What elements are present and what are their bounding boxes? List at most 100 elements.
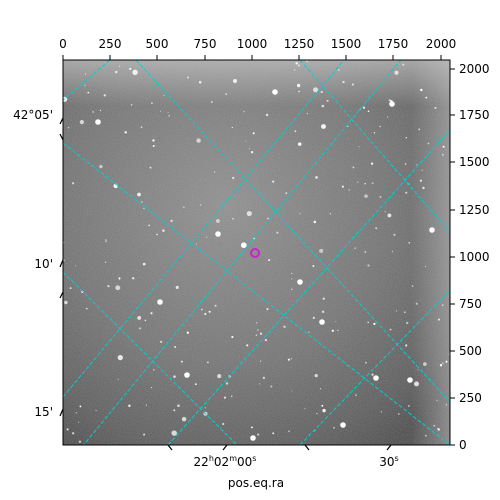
- star: [225, 382, 229, 385]
- star: [159, 340, 163, 344]
- star: [79, 120, 84, 125]
- star: [173, 375, 176, 378]
- ra-label-h: h: [209, 454, 214, 463]
- star: [183, 206, 185, 209]
- star: [246, 344, 249, 347]
- star: [266, 308, 269, 311]
- star: [272, 432, 275, 435]
- star: [285, 192, 288, 194]
- star: [132, 277, 135, 280]
- ra-label-s: s: [252, 454, 256, 463]
- star: [297, 279, 303, 285]
- ra-label: 30s: [379, 454, 398, 469]
- star: [404, 311, 406, 313]
- star: [225, 93, 228, 95]
- star: [304, 408, 306, 410]
- star: [407, 377, 413, 383]
- star: [312, 265, 315, 268]
- star: [295, 62, 298, 65]
- star: [204, 312, 207, 316]
- star: [95, 119, 101, 125]
- star: [297, 142, 302, 146]
- right-tick-label: 1500: [459, 155, 490, 169]
- star: [107, 284, 110, 288]
- star: [63, 96, 68, 102]
- star: [74, 265, 77, 267]
- top-tick-label: 1750: [378, 37, 409, 51]
- star: [231, 126, 233, 129]
- star: [137, 192, 141, 197]
- left-dec-axis: 42°05' 10' 15': [13, 108, 64, 419]
- star: [265, 113, 269, 117]
- star: [186, 331, 189, 334]
- star: [321, 404, 324, 407]
- star: [268, 259, 271, 262]
- star: [420, 88, 423, 92]
- star: [170, 219, 173, 223]
- star: [375, 227, 378, 230]
- star: [407, 404, 410, 407]
- star: [171, 430, 177, 436]
- star: [364, 182, 367, 185]
- star: [150, 312, 153, 315]
- star: [329, 213, 332, 215]
- plot-frame: [62, 59, 451, 446]
- star: [297, 64, 300, 67]
- star: [124, 131, 127, 134]
- star: [358, 146, 360, 148]
- ra-label: 22h02m00s: [194, 454, 257, 469]
- star: [69, 287, 72, 290]
- star: [337, 329, 339, 332]
- star: [143, 207, 145, 210]
- star: [319, 248, 324, 253]
- star: [359, 108, 361, 110]
- star: [208, 310, 211, 313]
- star: [434, 106, 437, 109]
- star: [335, 320, 337, 323]
- star: [184, 372, 190, 378]
- right-tick-label: 500: [459, 344, 482, 358]
- star: [206, 236, 208, 238]
- star: [252, 132, 255, 135]
- star: [299, 213, 301, 215]
- star: [421, 169, 423, 171]
- right-tick-label: 750: [459, 297, 482, 311]
- star: [424, 265, 427, 267]
- star: [257, 329, 259, 331]
- star: [437, 318, 440, 321]
- top-tick-label: 1500: [331, 37, 362, 51]
- star: [322, 297, 325, 300]
- star: [373, 322, 376, 326]
- star: [321, 124, 326, 129]
- ra-label-m: m: [229, 454, 237, 463]
- star: [78, 440, 82, 443]
- star: [119, 65, 121, 67]
- star: [160, 110, 161, 112]
- star: [402, 63, 405, 66]
- bottom-ra-axis: 22h02m00s 30s: [167, 444, 399, 469]
- star: [149, 166, 152, 169]
- star: [130, 104, 133, 106]
- star: [162, 229, 165, 232]
- star: [367, 321, 370, 324]
- star: [223, 396, 227, 399]
- star: [437, 427, 439, 430]
- star: [248, 148, 250, 150]
- star: [326, 99, 329, 102]
- star: [177, 404, 180, 407]
- star: [206, 361, 209, 364]
- star: [144, 319, 147, 322]
- star: [393, 233, 396, 236]
- star: [75, 412, 78, 414]
- star: [320, 90, 323, 94]
- star: [379, 125, 381, 128]
- star: [418, 128, 421, 131]
- star: [115, 285, 121, 291]
- star-field: [63, 60, 450, 443]
- star: [186, 76, 189, 79]
- grid-line: [63, 60, 111, 101]
- star: [117, 378, 119, 380]
- star: [416, 164, 418, 166]
- ra-label-s: s: [395, 454, 399, 463]
- star: [370, 162, 374, 165]
